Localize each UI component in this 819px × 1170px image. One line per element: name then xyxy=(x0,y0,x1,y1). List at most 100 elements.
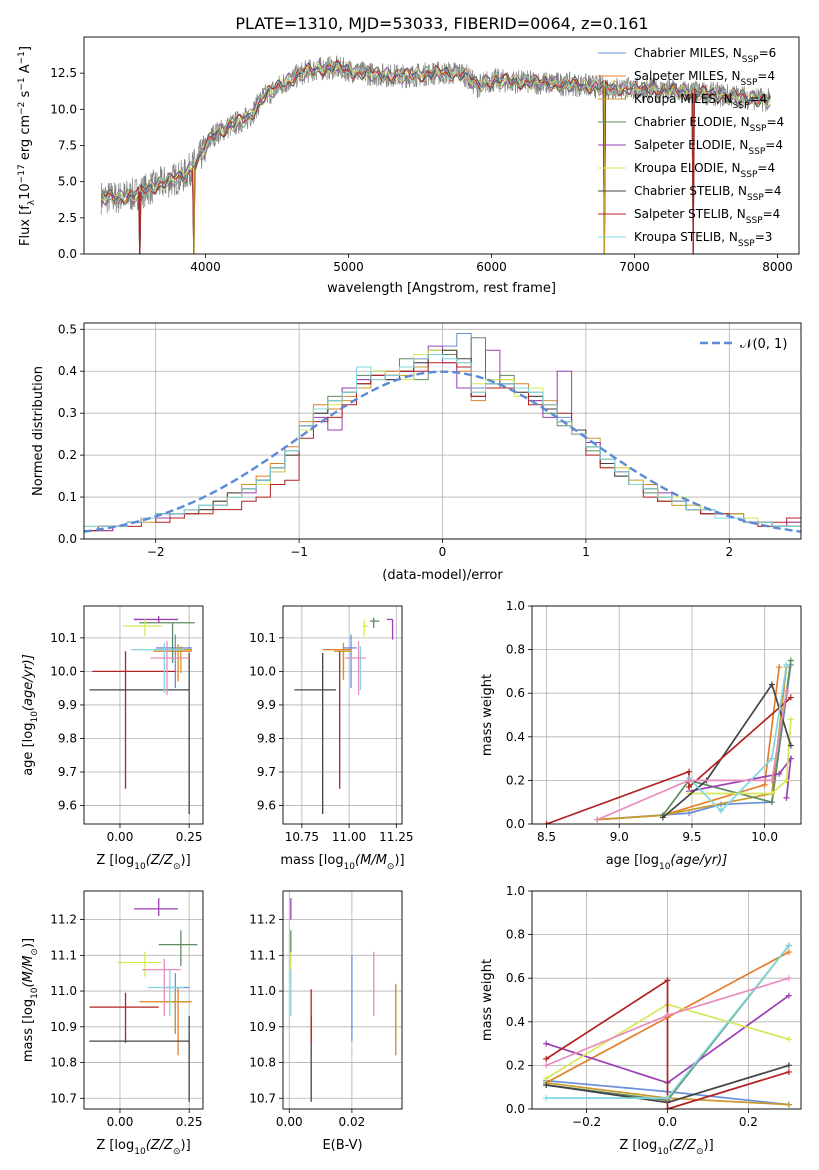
y-tick-label: 11.2 xyxy=(50,913,77,927)
y-tick-label: 10.0 xyxy=(249,664,276,678)
weight-marker xyxy=(761,781,768,788)
weight-line xyxy=(688,664,788,813)
y-axis-label: Normed distribution xyxy=(31,366,46,496)
y-tick-label: 0.6 xyxy=(506,971,525,985)
legend-entry-label: Kroupa STELIB, NSSP=3 xyxy=(634,230,772,249)
weight-marker xyxy=(785,949,792,956)
weight-marker xyxy=(686,810,693,817)
y-tick-label: 1.0 xyxy=(506,884,525,898)
y-tick-label: 11.1 xyxy=(249,948,276,962)
weight-marker xyxy=(543,1075,550,1082)
axes-frame xyxy=(83,322,802,540)
y-tick-label: 11.2 xyxy=(249,913,276,927)
weight-marker xyxy=(543,1082,550,1089)
weight-vs-age-panel: 8.5 9.0 9.5 10.0 0.0 0.2 0.4 0.6 0.8 1.0 age [log1… xyxy=(480,599,802,872)
y-tick-label: 9.7 xyxy=(58,765,77,779)
x-axis-label: wavelength [Angstrom, rest frame] xyxy=(327,281,556,296)
weight-marker xyxy=(718,807,725,814)
y-tick-label: 10.9 xyxy=(249,1020,276,1034)
weight-marker xyxy=(785,1068,792,1075)
y-tick-label: 0.2 xyxy=(58,448,77,462)
x-axis-label: E(B-V) xyxy=(322,1138,362,1153)
plot-area xyxy=(543,942,792,1109)
y-axis-label: mass weight xyxy=(480,674,495,756)
y-tick-label: 9.6 xyxy=(58,799,77,813)
axes-frame xyxy=(83,890,204,1110)
weight-marker xyxy=(783,661,790,668)
weight-marker xyxy=(664,1106,671,1109)
y-tick-label: 11.0 xyxy=(249,984,276,998)
y-tick-label: 12.5 xyxy=(50,66,77,80)
y-tick-label: 0.0 xyxy=(58,532,77,546)
model-spectrum-line xyxy=(100,61,771,203)
weight-marker xyxy=(787,694,794,701)
weight-marker xyxy=(543,821,550,824)
x-tick-label: 0.00 xyxy=(276,1115,303,1129)
weight-marker xyxy=(543,1040,550,1047)
y-tick-label: 0.2 xyxy=(506,1058,525,1072)
weight-marker xyxy=(664,1095,671,1102)
y-axis-label: mass weight xyxy=(480,959,495,1041)
age-vs-mass-panel: 10.75 11.00 11.25 9.6 9.7 9.8 9.9 10.0 10.1 mass … xyxy=(249,605,414,872)
legend-entry-label: Chabrier ELODIE, NSSP=4 xyxy=(634,115,784,134)
x-tick-label: 0.0 xyxy=(658,1115,677,1129)
x-tick-label: 0 xyxy=(439,545,447,559)
axes-frame xyxy=(282,890,403,1110)
plot-area xyxy=(84,333,801,533)
residuals-histogram-panel: −2 −1 0 1 2 0.0 0.1 0.2 0.3 0.4 0.5 (data-model)/er… xyxy=(31,322,802,583)
x-tick-label: 11.25 xyxy=(379,830,413,844)
x-tick-label: 0.25 xyxy=(176,1115,203,1129)
weight-marker xyxy=(768,790,775,797)
plot-area xyxy=(100,55,771,254)
x-tick-label: 0.00 xyxy=(107,1115,134,1129)
axes-frame xyxy=(83,605,204,825)
y-tick-label: 10.7 xyxy=(249,1091,276,1105)
axes-frame xyxy=(531,890,802,1110)
y-tick-label: 0.5 xyxy=(58,322,77,336)
x-tick-label: −0.2 xyxy=(572,1115,601,1129)
x-tick-label: −2 xyxy=(147,545,165,559)
mass-vs-metallicity-panel: 0.00 0.25 10.7 10.8 10.9 11.0 11.1 11.2 Z [log10… xyxy=(21,890,204,1157)
y-tick-label: 0.0 xyxy=(58,247,77,261)
weight-marker xyxy=(783,688,790,695)
y-axis-label: mass [log10(M/M⊙)] xyxy=(21,938,40,1062)
legend-entry-label: Chabrier STELIB, NSSP=4 xyxy=(634,184,782,203)
plot-area xyxy=(89,616,195,814)
weight-marker xyxy=(664,1012,671,1019)
weight-line xyxy=(597,664,792,821)
x-axis-label: Z [log10(Z/Z⊙)] xyxy=(619,1138,713,1157)
model-spectrum-line xyxy=(100,60,771,254)
x-axis-label: Z [log10(Z/Z⊙)] xyxy=(96,853,190,872)
y-tick-label: 9.6 xyxy=(257,799,276,813)
weight-marker xyxy=(785,975,792,982)
spectrum-panel: 4000 5000 6000 7000 8000 0.0 2.5 5.0 7.5 10.0 12.5… xyxy=(17,36,800,296)
x-tick-label: 11.00 xyxy=(332,830,366,844)
mass-vs-reddening-panel: 0.00 0.02 10.7 10.8 10.9 11.0 11.1 11.2 E(B-V) xyxy=(249,890,403,1153)
y-tick-label: 0.8 xyxy=(506,928,525,942)
weight-marker xyxy=(776,770,783,777)
y-tick-label: 5.0 xyxy=(58,175,77,189)
plot-area xyxy=(294,617,394,814)
x-tick-label: 1 xyxy=(582,545,590,559)
model-spectrum-line xyxy=(100,60,771,207)
weight-line xyxy=(597,690,788,821)
x-tick-label: 0.2 xyxy=(739,1115,758,1129)
y-tick-label: 10.1 xyxy=(50,631,77,645)
y-tick-label: 0.4 xyxy=(506,1015,525,1029)
x-axis-label: age [log10(age/yr)] xyxy=(606,853,728,872)
weight-marker xyxy=(785,1062,792,1069)
y-tick-label: 10.0 xyxy=(50,102,77,116)
y-tick-label: 10.7 xyxy=(50,1091,77,1105)
weight-marker xyxy=(783,777,790,784)
weight-marker xyxy=(543,1062,550,1069)
x-tick-label: 8.5 xyxy=(537,830,556,844)
y-tick-label: 2.5 xyxy=(58,211,77,225)
x-tick-label: 2 xyxy=(725,545,733,559)
weight-line xyxy=(545,978,790,1109)
x-tick-label: 0.25 xyxy=(176,830,203,844)
weight-marker xyxy=(785,1036,792,1043)
plot-area xyxy=(543,657,794,824)
weight-vs-metallicity-panel: −0.2 0.0 0.2 0.0 0.2 0.4 0.6 0.8 1.0 Z [log10(Z/Z… xyxy=(480,884,802,1157)
y-tick-label: 0.4 xyxy=(58,364,77,378)
